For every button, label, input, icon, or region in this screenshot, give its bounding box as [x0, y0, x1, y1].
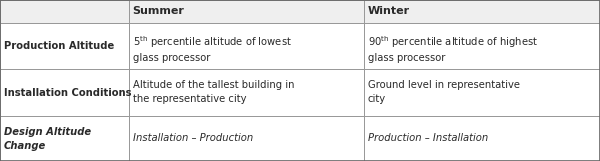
Bar [0, 0, 129, 23]
Text: Summer: Summer [133, 6, 184, 16]
Text: Ground level in representative
city: Ground level in representative city [368, 80, 520, 104]
Text: Winter: Winter [368, 6, 410, 16]
Text: Production – Installation: Production – Installation [368, 133, 488, 143]
Text: Production Altitude: Production Altitude [4, 41, 114, 51]
Text: Installation Conditions: Installation Conditions [4, 88, 131, 98]
Bar [129, 0, 364, 23]
Text: Altitude of the tallest building in
the representative city: Altitude of the tallest building in the … [133, 80, 294, 104]
Text: 5$^{\mathrm{th}}$ percentile altitude of lowest
glass processor: 5$^{\mathrm{th}}$ percentile altitude of… [133, 34, 292, 63]
Bar [364, 0, 600, 23]
Text: Installation – Production: Installation – Production [133, 133, 253, 143]
Text: 90$^{\mathrm{th}}$ percentile altitude of highest
glass processor: 90$^{\mathrm{th}}$ percentile altitude o… [368, 34, 538, 63]
Text: Design Altitude
Change: Design Altitude Change [4, 127, 91, 151]
